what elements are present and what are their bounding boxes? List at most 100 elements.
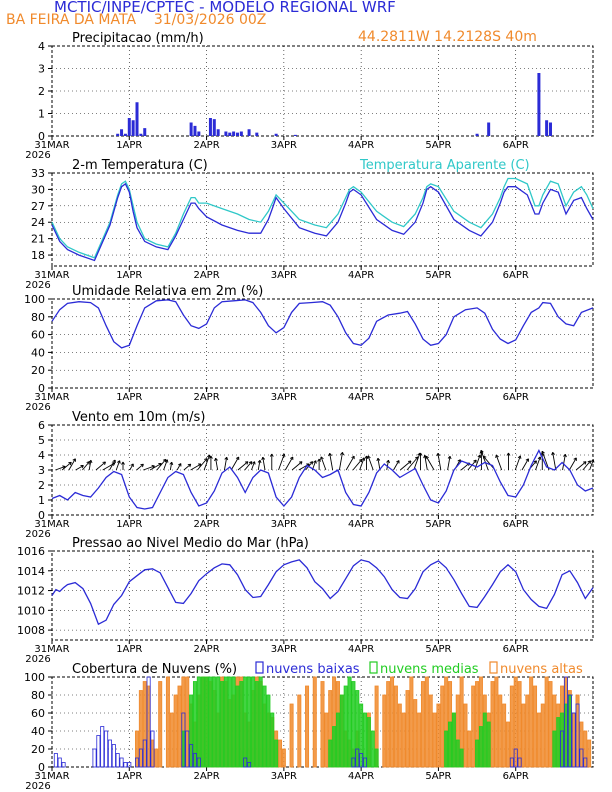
wind-vector-head [477,454,482,458]
cloud-bar [235,685,240,768]
wind-vector [257,460,261,471]
wind-vector-head [68,461,72,466]
y-tick-label: 21 [31,233,45,246]
cloud-bar [142,681,147,768]
cloud-bar [587,739,592,768]
cloud-bar [463,703,468,768]
cloud-bar [560,712,565,768]
legend-entry: Temperatura Aparente (C) [359,158,530,173]
cloud-bar [328,739,333,768]
y-tick-label: 2 [38,85,45,98]
x-tick-label: 2APR [193,519,219,530]
wind-vector [320,456,327,471]
panel-temp [48,172,594,270]
x-tick-label: 1APR [116,519,142,530]
x-tick-label: 6APR [503,270,529,281]
wind-vector [115,460,121,471]
cloud-bar [393,685,398,768]
legend-entry: nuvens altas [500,662,583,677]
cloud-bar [579,748,584,768]
cloud-bar [181,712,186,768]
wind-vector-head [80,464,84,469]
precip-bar [475,133,479,136]
wind-vector-head [320,456,324,460]
wind-vector [345,455,355,471]
cloud-bar [119,757,124,768]
cloud-bar [351,681,356,768]
panel-precip [48,45,594,140]
x-tick-label: 1APR [116,392,142,403]
precip-bar [247,129,251,136]
panel-wind [48,424,595,519]
wind-vector-head [551,451,555,456]
x-tick-label: 31MAR [34,771,69,782]
cloud-bar [351,757,356,768]
x-tick-label: 1APR [116,771,142,782]
x-tick-label: 5APR [425,644,451,655]
wind-vector-head [479,449,484,454]
wind-vector-head [573,457,577,461]
wind-vector-head [244,461,249,465]
cloud-bar [490,681,495,768]
cloud-bar [135,730,140,768]
precip-bar [189,122,193,136]
wind-vector-head [587,460,592,464]
cloud-bar [521,703,526,768]
cloud-bar [366,717,371,768]
cloud-bar [560,730,565,768]
wind-vector [535,456,541,471]
cloud-bar [363,757,368,768]
wind-vector [95,461,106,471]
wind-vector [61,461,72,471]
precip-bar [274,133,278,136]
cloud-bar [409,676,414,768]
wind-vector [262,457,266,471]
cloud-bar [575,694,580,768]
y-tick-label: 27 [31,200,45,213]
cloud-bar [359,753,364,768]
y-tick-label: 80 [31,689,45,702]
wind-vector [352,458,363,471]
cloud-bar [440,685,445,768]
cloud-bar [111,744,116,768]
cloud-bar [401,712,406,768]
x-tick-label: 2APR [193,140,219,151]
wind-vector-head [418,452,423,456]
y-tick-label: 0 [38,382,45,395]
cloud-bar [502,703,507,768]
x-tick-label: 4APR [348,644,374,655]
cloud-bar [432,712,437,768]
wind-vector [406,456,419,471]
cloud-bar [262,685,267,768]
series-line-temperatura-aparente-c- [51,177,594,259]
precip-bar [293,134,297,136]
wind-vector [237,461,249,471]
x-tick-label: 31MAR [34,519,69,530]
x-year-label: 2026 [25,654,50,665]
wind-vector [156,458,167,471]
cloud-bar [150,730,155,768]
wind-vector [88,460,92,471]
y-tick-label: 4 [38,40,45,53]
precip-bar [235,132,239,136]
cloud-bar [482,712,487,768]
wind-vector-head [88,459,93,464]
wind-vector-head [117,460,121,464]
panel-frame [51,550,594,641]
cloud-bar [509,757,514,768]
y-tick-label: 6 [38,419,45,432]
cloud-bar [533,685,538,768]
cloud-bar [428,694,433,768]
cloud-bar [243,676,248,768]
wind-vector [230,456,240,471]
panel-clouds [48,661,594,771]
x-tick-label: 4APR [348,270,374,281]
wind-vector-head [289,456,294,461]
cloud-bar [459,748,464,768]
wind-vector [149,463,162,471]
cloud-bar [247,676,252,768]
legend-entry: nuvens baixas [266,662,360,677]
cloud-bar [335,712,340,768]
cloud-bar [107,739,112,768]
wind-vector [386,460,389,471]
